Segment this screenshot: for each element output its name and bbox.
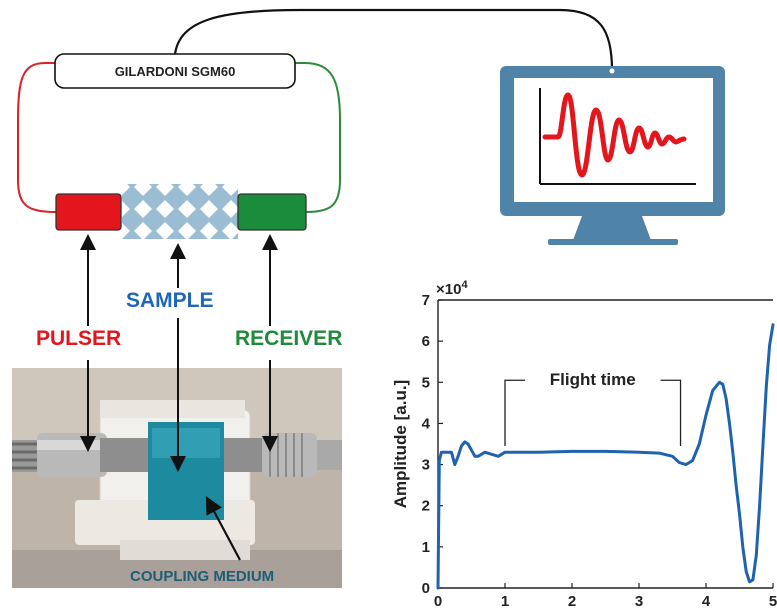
y-tick-label: 3: [422, 457, 430, 474]
y-tick-label: 6: [422, 333, 430, 350]
waveform-icon: [542, 92, 687, 178]
coupling-medium-label: COUPLING MEDIUM: [130, 568, 275, 585]
monitor-cable: [173, 8, 614, 71]
annotation-bracket-left: [504, 379, 525, 447]
monitor-icon: [500, 66, 725, 245]
sample-block: [122, 184, 238, 239]
annotation-bracket-right: [660, 379, 682, 447]
x-tick-label: 4: [702, 593, 711, 610]
x-tick-label: 5: [769, 593, 777, 610]
y-tick-label: 4: [422, 415, 431, 432]
coupling-arrow: [205, 496, 241, 561]
receiver-label: RECEIVER: [235, 327, 343, 350]
x-tick-label: 2: [568, 593, 576, 610]
x-tick-label: 1: [501, 593, 509, 610]
receiver-block: [237, 193, 307, 231]
y-tick-label: 2: [422, 498, 430, 515]
y-exponent-label: ×104: [436, 279, 468, 298]
pulser-block: [55, 193, 122, 231]
device-name: GILARDONI SGM60: [114, 63, 236, 79]
y-tick-label: 7: [422, 292, 430, 309]
y-tick-label: 0: [422, 580, 430, 597]
y-tick-label: 1: [422, 539, 430, 556]
pulser-label: PULSER: [36, 327, 122, 350]
device-box: [54, 53, 296, 89]
amplitude-series-line: [436, 323, 775, 590]
y-axis-title: Amplitude [a.u.]: [391, 380, 410, 508]
annotation-label: Flight time: [550, 370, 636, 389]
receiver-cable: [292, 62, 341, 213]
sample-label: SAMPLE: [126, 289, 214, 312]
y-tick-label: 5: [422, 374, 430, 391]
pulser-cable: [17, 62, 58, 213]
x-tick-label: 0: [434, 593, 442, 610]
x-tick-label: 3: [635, 593, 643, 610]
